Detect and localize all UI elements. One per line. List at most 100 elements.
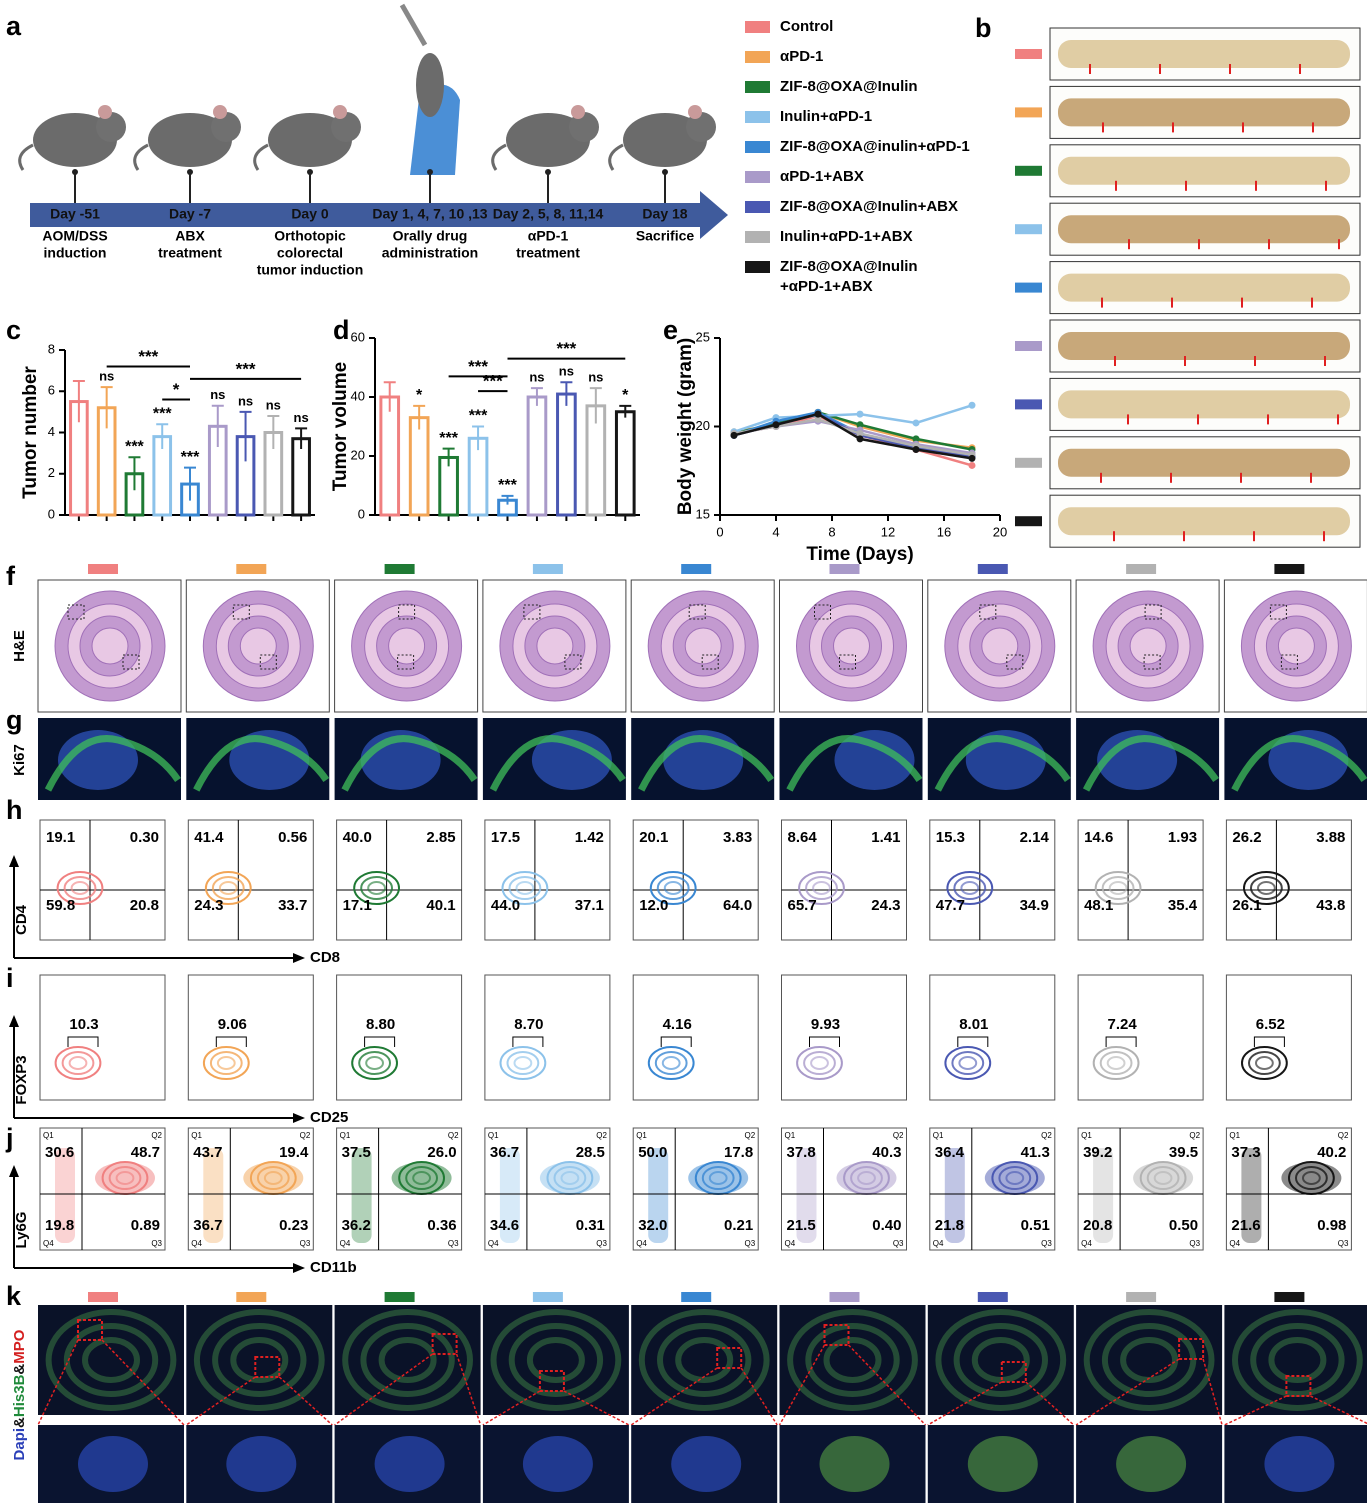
legend-label: ZIF-8@OXA@Inulin+ABX xyxy=(780,198,958,215)
quadrant-value: 32.0 xyxy=(638,1217,667,1234)
mouse-tail xyxy=(608,143,624,171)
y-axis-label: Body weight (gram) xyxy=(675,338,696,515)
if-ring xyxy=(1120,1337,1179,1383)
event-day: Day 2, 5, 8, 11,14 xyxy=(493,206,604,222)
contour xyxy=(263,1171,283,1185)
roi xyxy=(122,654,140,670)
contour xyxy=(1106,1056,1126,1070)
quadrant-value: 3.88 xyxy=(1316,829,1345,846)
if-image xyxy=(927,1305,1074,1415)
roi xyxy=(979,604,997,620)
quadrant-value: 44.0 xyxy=(491,897,520,914)
gate-value: 6.52 xyxy=(1256,1016,1285,1033)
stain-part: Dapi xyxy=(11,1428,28,1461)
population xyxy=(1241,1148,1262,1243)
flow-box xyxy=(781,974,907,1101)
contour xyxy=(1250,876,1283,900)
group-swatch xyxy=(384,1292,415,1302)
if-ring xyxy=(935,1309,1067,1411)
group-swatch xyxy=(977,564,1008,574)
if-ring xyxy=(526,1337,585,1383)
point xyxy=(968,454,976,462)
y-tick-label: 6 xyxy=(48,383,55,398)
zoom-lines xyxy=(1075,1358,1223,1426)
contour xyxy=(796,1046,843,1080)
stain-label: Dapi&His3B&MPO xyxy=(11,1329,28,1460)
legend-label: ZIF-8@OXA@inulin+αPD-1 xyxy=(780,138,970,155)
y-tick-label: 20 xyxy=(351,447,365,462)
point xyxy=(912,446,920,454)
contour xyxy=(946,871,994,905)
quadrant-value: 37.8 xyxy=(787,1144,816,1161)
stain-part: MPO xyxy=(11,1329,28,1364)
zoom-lines xyxy=(37,1339,185,1426)
error-bar xyxy=(589,387,602,424)
contour xyxy=(857,1171,876,1185)
contour xyxy=(803,1051,836,1075)
quadrant-name: Q1 xyxy=(933,1131,944,1140)
contour xyxy=(805,876,838,900)
contour xyxy=(661,1056,681,1070)
colon xyxy=(1058,507,1350,536)
zoom-lines xyxy=(482,1390,630,1426)
error-bar xyxy=(72,379,85,423)
population xyxy=(796,1148,817,1243)
contour xyxy=(218,881,238,895)
quadrant-value: 33.7 xyxy=(278,897,307,914)
if-zoom-region xyxy=(1116,1436,1187,1492)
arrow-head xyxy=(293,1113,305,1123)
contour xyxy=(108,1166,142,1190)
population xyxy=(351,1148,372,1243)
panel-label: j xyxy=(5,1123,14,1153)
ki67-signal xyxy=(1082,735,1220,792)
if-image xyxy=(631,1305,778,1415)
group-swatch xyxy=(681,564,712,574)
colon xyxy=(1058,40,1350,68)
event-label: Orthotopic xyxy=(274,228,346,244)
legend-label: ZIF-8@OXA@Inulin xyxy=(780,78,918,95)
colon xyxy=(1058,215,1350,244)
contour xyxy=(1295,1166,1328,1190)
population xyxy=(243,1162,304,1194)
mouse-held xyxy=(416,53,444,117)
if-image xyxy=(779,1305,926,1415)
quadrant-value: 19.1 xyxy=(46,829,75,846)
quadrant-name: Q2 xyxy=(893,1131,904,1140)
flow-box xyxy=(632,974,759,1101)
contour xyxy=(63,876,97,900)
quadrant-name: Q3 xyxy=(1338,1239,1349,1248)
if-ring xyxy=(1250,1323,1345,1397)
error-bar xyxy=(239,410,252,462)
ki67-signal xyxy=(44,735,181,792)
contour xyxy=(958,1056,978,1070)
timeline-dot xyxy=(307,169,313,175)
significance: ns xyxy=(210,387,225,402)
quadrant-name: Q2 xyxy=(151,1131,162,1140)
group-swatch xyxy=(1274,1292,1305,1302)
contour xyxy=(61,1051,95,1075)
bar xyxy=(526,395,548,517)
panel-label: k xyxy=(6,1281,22,1311)
quadrant-value: 0.23 xyxy=(279,1217,308,1234)
panel-label: f xyxy=(6,561,16,591)
if-ring xyxy=(953,1323,1048,1397)
significance: ns xyxy=(559,364,574,379)
y-tick-label: 0 xyxy=(358,506,365,521)
gate-value: 8.70 xyxy=(514,1016,543,1033)
event-day: Day 0 xyxy=(291,206,329,222)
group-swatch xyxy=(1015,341,1042,351)
contour xyxy=(216,1056,236,1070)
if-ring xyxy=(787,1309,918,1411)
point xyxy=(968,461,976,469)
arrow-head xyxy=(9,1015,19,1027)
if-ring xyxy=(1268,1337,1327,1383)
quadrant-name: Q1 xyxy=(488,1131,499,1140)
he-ring xyxy=(388,627,426,665)
if-image xyxy=(38,1305,184,1415)
group-swatch xyxy=(1274,564,1305,574)
gate xyxy=(660,1036,692,1047)
contour xyxy=(358,1051,392,1075)
quadrant-name: Q2 xyxy=(1189,1131,1200,1140)
quadrant-value: 24.3 xyxy=(194,897,223,914)
if-ring xyxy=(193,1309,325,1411)
